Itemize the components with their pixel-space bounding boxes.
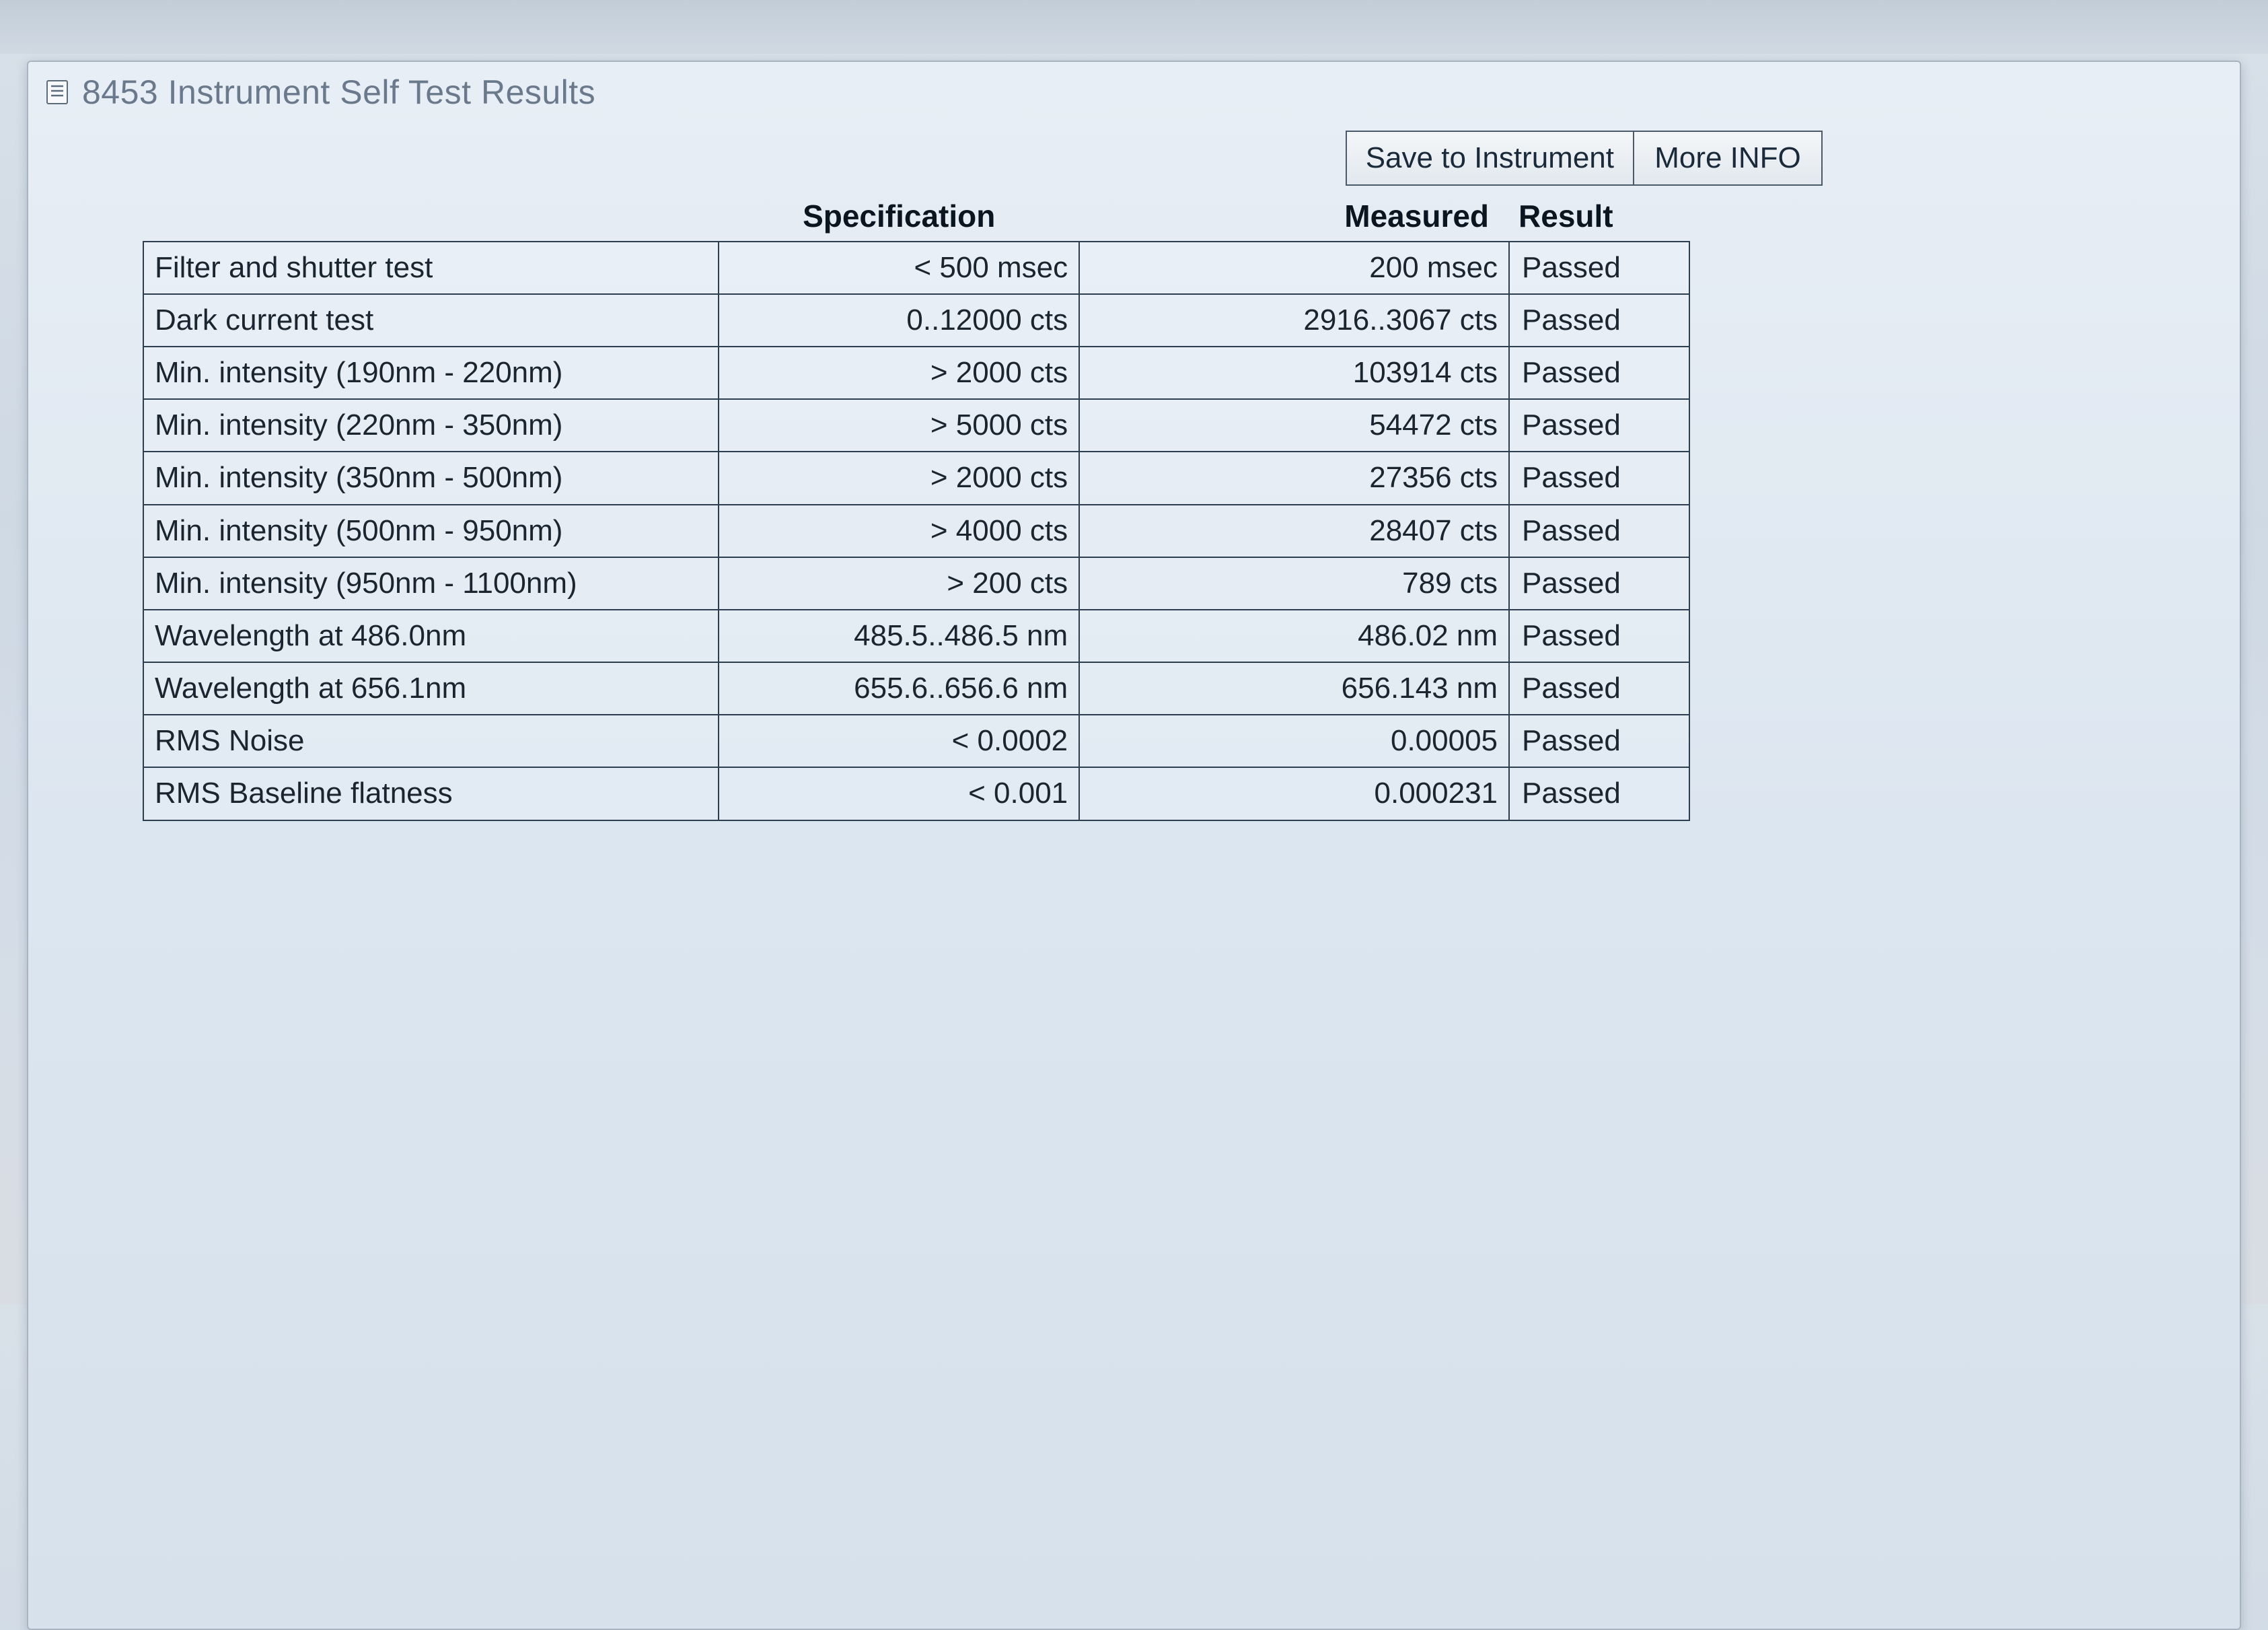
more-info-button[interactable]: More INFO [1634,131,1823,186]
cell-result: Passed [1509,767,1689,820]
cell-measured: 0.000231 [1079,767,1509,820]
cell-result: Passed [1509,294,1689,347]
table-row: Min. intensity (350nm - 500nm)> 2000 cts… [143,452,1689,504]
cell-specification: > 2000 cts [719,452,1079,504]
cell-specification: < 0.001 [719,767,1079,820]
cell-measured: 486.02 nm [1079,610,1509,662]
cell-test-name: Min. intensity (350nm - 500nm) [143,452,719,504]
cell-test-name: Min. intensity (190nm - 220nm) [143,347,719,399]
cell-test-name: RMS Noise [143,715,719,767]
cell-result: Passed [1509,505,1689,557]
table-row: Min. intensity (500nm - 950nm)> 4000 cts… [143,505,1689,557]
cell-specification: < 500 msec [719,242,1079,294]
cell-measured: 2916..3067 cts [1079,294,1509,347]
cell-measured: 789 cts [1079,557,1509,610]
results-table-container: Specification Measured Result Filter and… [28,194,2240,821]
cell-specification: < 0.0002 [719,715,1079,767]
table-row: Wavelength at 486.0nm485.5..486.5 nm486.… [143,610,1689,662]
cell-result: Passed [1509,399,1689,452]
cell-test-name: Wavelength at 656.1nm [143,662,719,715]
cell-specification: 655.6..656.6 nm [719,662,1079,715]
cell-measured: 0.00005 [1079,715,1509,767]
cell-test-name: Wavelength at 486.0nm [143,610,719,662]
cell-test-name: Min. intensity (950nm - 1100nm) [143,557,719,610]
table-header-row: Specification Measured Result [143,194,1689,242]
results-table: Specification Measured Result Filter and… [143,194,1690,821]
cell-measured: 28407 cts [1079,505,1509,557]
table-row: Wavelength at 656.1nm655.6..656.6 nm656.… [143,662,1689,715]
cell-test-name: RMS Baseline flatness [143,767,719,820]
table-row: Min. intensity (190nm - 220nm)> 2000 cts… [143,347,1689,399]
cell-measured: 54472 cts [1079,399,1509,452]
cell-test-name: Filter and shutter test [143,242,719,294]
cell-result: Passed [1509,242,1689,294]
cell-specification: > 5000 cts [719,399,1079,452]
document-list-icon [44,79,71,106]
save-to-instrument-button[interactable]: Save to Instrument [1346,131,1634,186]
cell-test-name: Min. intensity (500nm - 950nm) [143,505,719,557]
cell-measured: 27356 cts [1079,452,1509,504]
table-row: Min. intensity (950nm - 1100nm)> 200 cts… [143,557,1689,610]
col-header-measured: Measured [1079,194,1509,242]
table-row: RMS Baseline flatness< 0.0010.000231Pass… [143,767,1689,820]
table-row: RMS Noise< 0.00020.00005Passed [143,715,1689,767]
cell-specification: > 200 cts [719,557,1079,610]
cell-result: Passed [1509,662,1689,715]
cell-test-name: Min. intensity (220nm - 350nm) [143,399,719,452]
results-window: 8453 Instrument Self Test Results Save t… [27,61,2241,1630]
col-header-result: Result [1509,194,1689,242]
cell-result: Passed [1509,715,1689,767]
table-row: Dark current test0..12000 cts2916..3067 … [143,294,1689,347]
cell-measured: 656.143 nm [1079,662,1509,715]
cell-specification: 485.5..486.5 nm [719,610,1079,662]
window-title: 8453 Instrument Self Test Results [82,73,595,112]
window-titlebar: 8453 Instrument Self Test Results [28,62,2240,131]
table-row: Filter and shutter test< 500 msec200 mse… [143,242,1689,294]
cell-result: Passed [1509,452,1689,504]
cell-specification: > 4000 cts [719,505,1079,557]
cell-specification: > 2000 cts [719,347,1079,399]
toolbar: Save to Instrument More INFO [28,131,2240,194]
cell-result: Passed [1509,610,1689,662]
col-header-specification: Specification [719,194,1079,242]
desktop-backdrop [0,0,2268,54]
cell-test-name: Dark current test [143,294,719,347]
cell-measured: 103914 cts [1079,347,1509,399]
cell-measured: 200 msec [1079,242,1509,294]
cell-result: Passed [1509,347,1689,399]
col-header-name [143,194,719,242]
cell-result: Passed [1509,557,1689,610]
table-row: Min. intensity (220nm - 350nm)> 5000 cts… [143,399,1689,452]
cell-specification: 0..12000 cts [719,294,1079,347]
